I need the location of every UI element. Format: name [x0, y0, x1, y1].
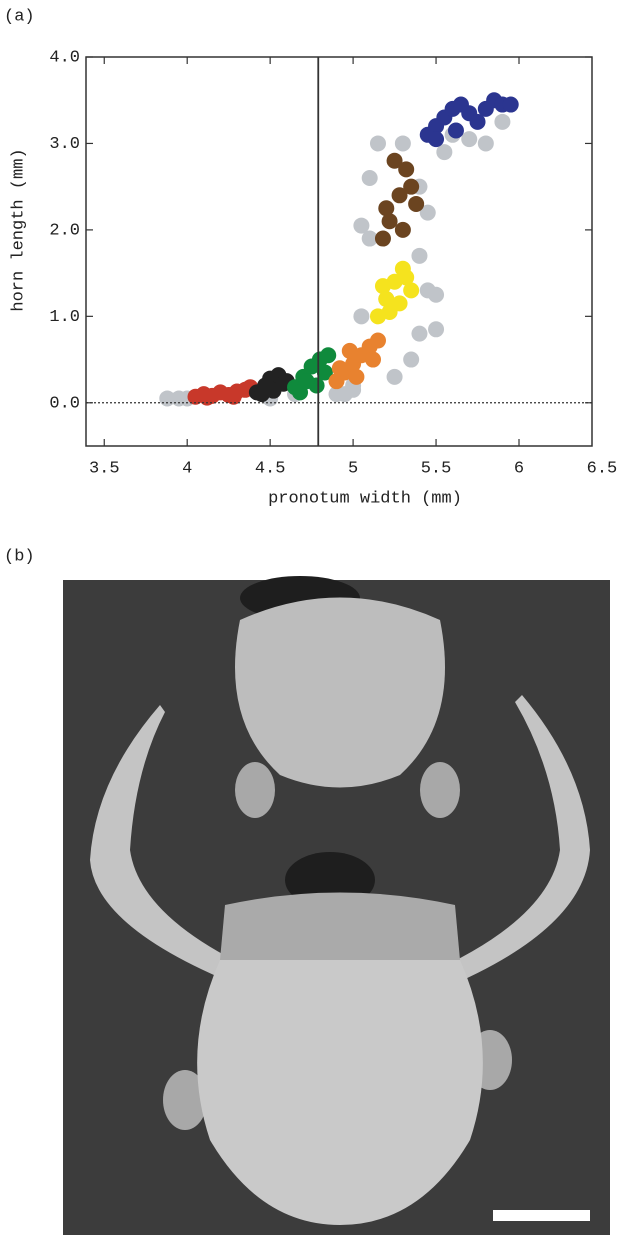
large-pronotum — [197, 960, 483, 1225]
point — [199, 389, 216, 406]
scale-bar — [493, 1210, 590, 1221]
head — [220, 892, 460, 960]
point — [398, 161, 415, 178]
left-horn — [90, 705, 265, 990]
plot-area: 3.5 4 4.5 5 5.5 6 6.5 0.0 1.0 2.0 3.0 4.0 — [49, 48, 617, 478]
point — [398, 269, 415, 286]
point — [331, 360, 348, 377]
point — [411, 247, 428, 264]
sem-image — [63, 576, 610, 1235]
point — [365, 351, 382, 368]
point — [447, 122, 464, 139]
point — [477, 135, 494, 152]
point — [469, 113, 486, 130]
leg — [163, 1070, 207, 1130]
point — [353, 217, 370, 234]
point — [428, 131, 445, 148]
x-tick-label: 4.5 — [255, 459, 286, 478]
panel-label: (b) — [4, 547, 35, 566]
x-axis-label: pronotum width (mm) — [268, 489, 462, 508]
point — [378, 291, 395, 308]
point — [369, 332, 386, 349]
point — [403, 351, 420, 368]
point — [341, 342, 358, 359]
point — [378, 200, 395, 217]
right-horn — [425, 695, 590, 990]
point — [381, 213, 398, 230]
point — [391, 295, 408, 312]
x-tick-label: 5 — [348, 459, 358, 478]
point — [225, 388, 242, 405]
point — [428, 321, 445, 338]
point — [374, 230, 391, 247]
point — [494, 113, 511, 130]
y-tick-label: 1.0 — [49, 308, 80, 327]
y-axis-label: horn length (mm) — [9, 148, 28, 311]
y-tick-label: 0.0 — [49, 394, 80, 413]
point — [394, 221, 411, 238]
point — [361, 230, 378, 247]
point — [419, 204, 436, 221]
x-tick-label: 6 — [514, 459, 524, 478]
point — [316, 364, 333, 381]
point — [386, 368, 403, 385]
leg — [420, 762, 460, 818]
small-pronotum — [235, 597, 445, 788]
point — [298, 373, 315, 390]
point — [502, 96, 519, 113]
point — [369, 135, 386, 152]
point — [348, 368, 365, 385]
point — [394, 135, 411, 152]
point — [265, 382, 282, 399]
point — [353, 308, 370, 325]
point — [361, 170, 378, 187]
point — [320, 347, 337, 364]
point — [403, 178, 420, 195]
point — [403, 282, 420, 299]
x-tick-label: 4 — [182, 459, 192, 478]
y-tick-label: 4.0 — [49, 48, 80, 67]
y-tick-label: 3.0 — [49, 135, 80, 154]
point — [461, 131, 478, 148]
x-tick-label: 6.5 — [587, 459, 618, 478]
point — [386, 152, 403, 169]
y-tick-label: 2.0 — [49, 221, 80, 240]
point — [428, 286, 445, 303]
point — [374, 278, 391, 295]
point — [411, 325, 428, 342]
x-tick-label: 3.5 — [89, 459, 120, 478]
point — [391, 187, 408, 204]
panel-label: (a) — [4, 7, 35, 26]
leg — [235, 762, 275, 818]
point — [436, 144, 453, 161]
plot-frame — [85, 56, 593, 447]
x-tick-label: 5.5 — [421, 459, 452, 478]
point — [408, 195, 425, 212]
